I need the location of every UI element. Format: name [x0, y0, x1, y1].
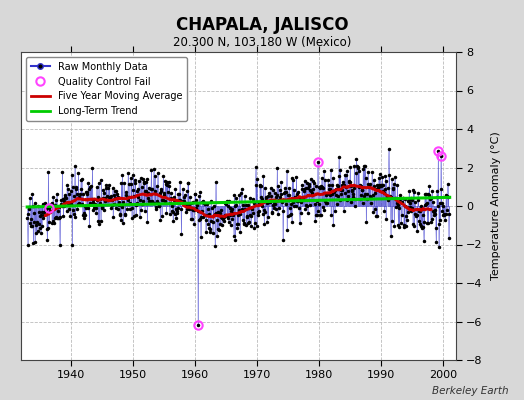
Text: CHAPALA, JALISCO: CHAPALA, JALISCO: [176, 16, 348, 34]
Y-axis label: Temperature Anomaly (°C): Temperature Anomaly (°C): [491, 132, 501, 280]
Legend: Raw Monthly Data, Quality Control Fail, Five Year Moving Average, Long-Term Tren: Raw Monthly Data, Quality Control Fail, …: [26, 57, 187, 121]
Text: 20.300 N, 103.180 W (Mexico): 20.300 N, 103.180 W (Mexico): [173, 36, 351, 49]
Text: Berkeley Earth: Berkeley Earth: [432, 386, 508, 396]
